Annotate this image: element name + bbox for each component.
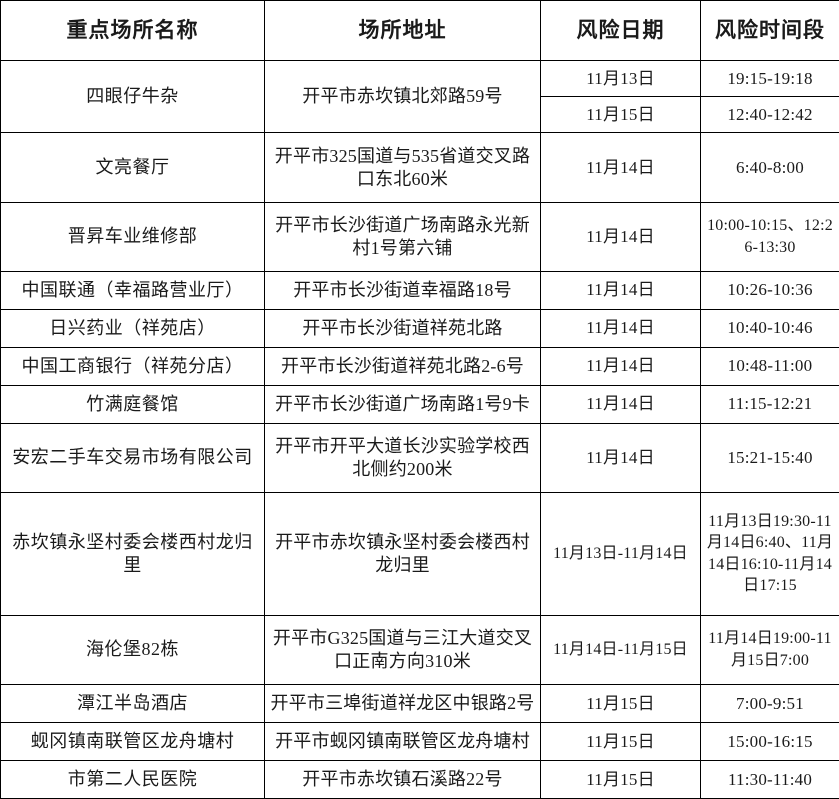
cell-place-name: 市第二人民医院	[0, 759, 265, 799]
cell-risk-time: 15:21-15:40	[700, 422, 839, 493]
cell-place-address: 开平市长沙街道幸福路18号	[264, 270, 541, 310]
cell-risk-time: 11月13日19:30-11月14日6:40、11月14日16:10-11月14…	[700, 491, 839, 616]
table-row: 蚬冈镇南联管区龙舟塘村 开平市蚬冈镇南联管区龙舟塘村 11月15日 15:00-16:…	[0, 721, 839, 761]
cell-risk-time: 11:30-11:40	[700, 759, 839, 799]
cell-place-address: 开平市赤坎镇北郊路59号	[264, 59, 541, 134]
table-row: 市第二人民医院 开平市赤坎镇石溪路22号 11月15日 11:30-11:40	[0, 759, 839, 799]
table-row: 11月15日 12:40-12:42	[1, 96, 839, 134]
cell-risk-time: 10:48-11:00	[700, 346, 839, 386]
cell-place-name: 晋昇车业维修部	[0, 201, 265, 272]
table-row: 安宏二手车交易市场有限公司 开平市开平大道长沙实验学校西北侧约200米 11月14日…	[0, 422, 839, 493]
cell-risk-date: 11月13日-11月14日	[540, 491, 701, 616]
column-header-date: 风险日期	[540, 0, 701, 61]
cell-risk-time: 10:26-10:36	[700, 270, 839, 310]
cell-risk-time: 15:00-16:15	[700, 721, 839, 761]
cell-place-name: 蚬冈镇南联管区龙舟塘村	[0, 721, 265, 761]
cell-place-name: 日兴药业（祥苑店）	[0, 308, 265, 348]
cell-risk-date: 11月14日	[540, 422, 701, 493]
cell-place-address: 开平市开平大道长沙实验学校西北侧约200米	[264, 422, 541, 493]
cell-place-name: 赤坎镇永坚村委会楼西村龙归里	[0, 491, 265, 616]
cell-place-address: 开平市325国道与535省道交叉路口东北60米	[264, 132, 541, 203]
cell-risk-date: 11月14日-11月15日	[540, 614, 701, 685]
column-header-address: 场所地址	[264, 0, 541, 61]
table-row: 竹满庭餐馆 开平市长沙街道广场南路1号9卡 11月14日 11:15-12:21	[0, 384, 839, 424]
cell-place-name: 安宏二手车交易市场有限公司	[0, 422, 265, 493]
table-row: 中国工商银行（祥苑分店） 开平市长沙街道祥苑北路2-6号 11月14日 10:48-1…	[0, 346, 839, 386]
cell-risk-time: 6:40-8:00	[700, 132, 839, 203]
cell-place-name: 中国联通（幸福路营业厅）	[0, 270, 265, 310]
cell-risk-time: 12:40-12:42	[700, 96, 839, 134]
table-row: 晋昇车业维修部 开平市长沙街道广场南路永光新村1号第六铺 11月14日 10:00-1…	[0, 201, 839, 272]
cell-risk-time: 10:00-10:15、12:26-13:30	[700, 201, 839, 272]
cell-risk-date: 11月15日	[540, 759, 701, 799]
cell-risk-time: 19:15-19:18	[700, 59, 839, 98]
cell-place-name: 文亮餐厅	[0, 132, 265, 203]
cell-place-name: 四眼仔牛杂	[0, 59, 265, 134]
cell-place-address: 开平市长沙街道祥苑北路2-6号	[264, 346, 541, 386]
cell-risk-date: 11月14日	[540, 132, 701, 203]
cell-place-name: 竹满庭餐馆	[0, 384, 265, 424]
table-body: 四眼仔牛杂 开平市赤坎镇北郊路59号 11月13日 19:15-19:18 11月15日…	[0, 59, 839, 799]
cell-place-address: 开平市三埠街道祥龙区中银路2号	[264, 683, 541, 723]
cell-risk-date: 11月14日	[540, 346, 701, 386]
cell-place-address: 开平市G325国道与三江大道交叉口正南方向310米	[264, 614, 541, 685]
cell-risk-time: 11月14日19:00-11月15日7:00	[700, 614, 839, 685]
table-row: 日兴药业（祥苑店） 开平市长沙街道祥苑北路 11月14日 10:40-10:46	[0, 308, 839, 348]
cell-place-address: 开平市赤坎镇石溪路22号	[264, 759, 541, 799]
cell-place-address: 开平市长沙街道祥苑北路	[264, 308, 541, 348]
cell-risk-time: 7:00-9:51	[700, 683, 839, 723]
cell-risk-date: 11月15日	[540, 721, 701, 761]
cell-place-name: 潭江半岛酒店	[0, 683, 265, 723]
header-row: 重点场所名称 场所地址 风险日期 风险时间段	[0, 0, 839, 61]
cell-risk-date: 11月14日	[540, 384, 701, 424]
cell-risk-date: 11月14日	[540, 270, 701, 310]
cell-risk-time: 10:40-10:46	[700, 308, 839, 348]
cell-place-name: 中国工商银行（祥苑分店）	[0, 346, 265, 386]
table-row: 文亮餐厅 开平市325国道与535省道交叉路口东北60米 11月14日 6:40-8:…	[0, 132, 839, 203]
column-header-name: 重点场所名称	[0, 0, 265, 61]
cell-place-address: 开平市长沙街道广场南路永光新村1号第六铺	[264, 201, 541, 272]
table-row: 赤坎镇永坚村委会楼西村龙归里 开平市赤坎镇永坚村委会楼西村龙归里 11月13日-11…	[0, 491, 839, 616]
cell-place-address: 开平市蚬冈镇南联管区龙舟塘村	[264, 721, 541, 761]
cell-risk-date: 11月13日	[540, 59, 701, 98]
cell-risk-date: 11月14日	[540, 308, 701, 348]
cell-risk-time: 11:15-12:21	[700, 384, 839, 424]
table-row: 海伦堡82栋 开平市G325国道与三江大道交叉口正南方向310米 11月14日-11…	[0, 614, 839, 685]
cell-risk-date: 11月15日	[540, 683, 701, 723]
cell-place-name: 海伦堡82栋	[0, 614, 265, 685]
cell-place-address: 开平市长沙街道广场南路1号9卡	[264, 384, 541, 424]
cell-risk-date: 11月14日	[540, 201, 701, 272]
column-header-time: 风险时间段	[700, 0, 839, 61]
table-row: 潭江半岛酒店 开平市三埠街道祥龙区中银路2号 11月15日 7:00-9:51	[0, 683, 839, 723]
table-header: 重点场所名称 场所地址 风险日期 风险时间段	[0, 0, 839, 61]
table-row: 中国联通（幸福路营业厅） 开平市长沙街道幸福路18号 11月14日 10:26-10:…	[0, 270, 839, 310]
table-row: 四眼仔牛杂 开平市赤坎镇北郊路59号 11月13日 19:15-19:18	[0, 59, 839, 134]
cell-risk-date: 11月15日	[540, 96, 701, 134]
cell-place-address: 开平市赤坎镇永坚村委会楼西村龙归里	[264, 491, 541, 616]
